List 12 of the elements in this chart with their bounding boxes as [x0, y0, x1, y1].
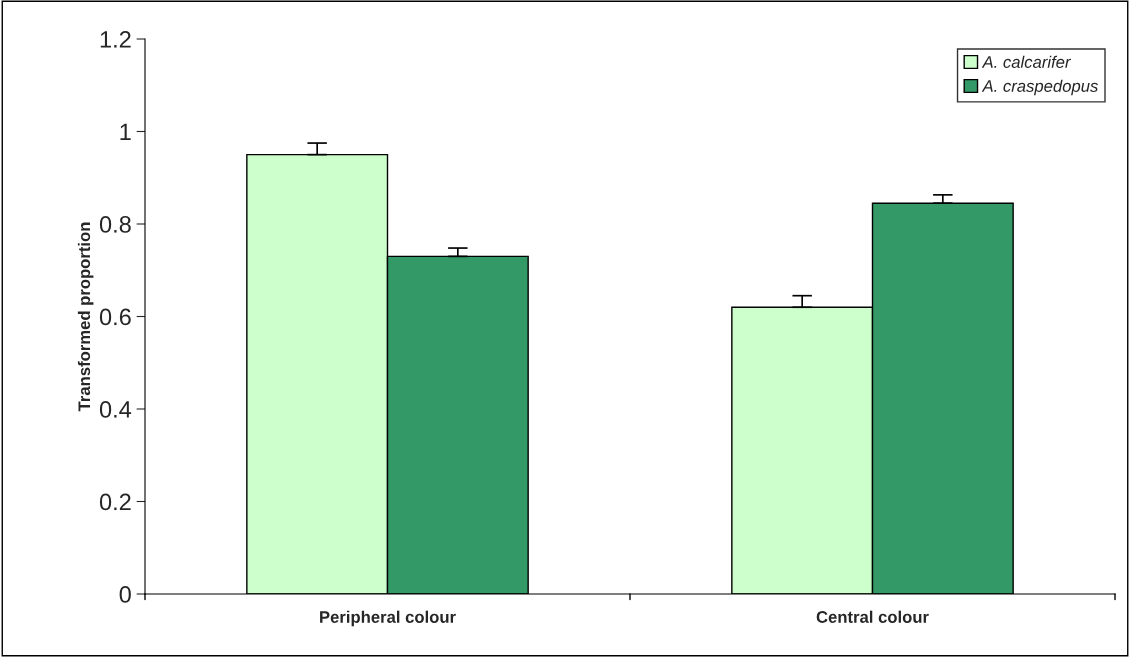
y-tick-label: 0.8: [99, 216, 131, 233]
legend-label: A. craspedopus: [981, 79, 1098, 96]
legend-label: A. calcarifer: [981, 55, 1072, 68]
x-tick-label: Peripheral colour: [320, 610, 456, 627]
y-tick-label: 0.6: [99, 308, 131, 326]
y-tick-label: 1: [120, 123, 131, 141]
y-tick-label: 0.2: [99, 493, 131, 511]
y-tick-label: 0.4: [99, 401, 132, 418]
x-tick-label: Central colour: [816, 610, 929, 623]
y-tick-label: 0: [119, 586, 131, 603]
y-axis-title: Transformed proportion: [77, 222, 94, 412]
y-tick-label: 1.2: [100, 31, 131, 48]
